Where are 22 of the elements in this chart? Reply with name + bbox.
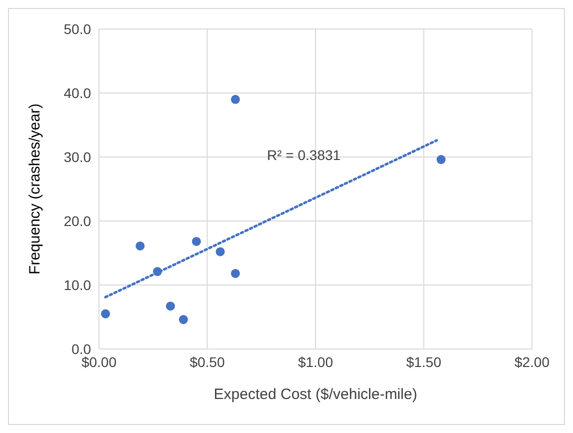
point [166, 302, 175, 311]
y-tick-label: 20.0 [64, 212, 92, 229]
y-axis-title: Frequency (crashes/year) [26, 104, 44, 274]
point [178, 315, 188, 324]
point [100, 309, 110, 318]
y-tick-label: 50.0 [64, 20, 92, 37]
point [230, 268, 240, 278]
y-tick-label: 40.0 [64, 84, 92, 101]
point [436, 155, 446, 164]
x-tick-label: $1.50 [406, 354, 442, 370]
point [136, 241, 145, 250]
annotation: R² = 0.3831 [267, 147, 341, 163]
point [152, 267, 162, 276]
x-tick-label: $0.50 [190, 354, 225, 370]
y-tick-label: 10.0 [64, 276, 92, 293]
point [216, 247, 225, 256]
y-tick-label: 30.0 [64, 148, 92, 165]
x-tick-label: $1.00 [298, 354, 334, 370]
point [230, 94, 240, 104]
point [192, 236, 201, 246]
x-axis-title: Expected Cost ($/vehicle-mile) [214, 386, 418, 403]
x-tick-label: $2.00 [514, 354, 550, 370]
